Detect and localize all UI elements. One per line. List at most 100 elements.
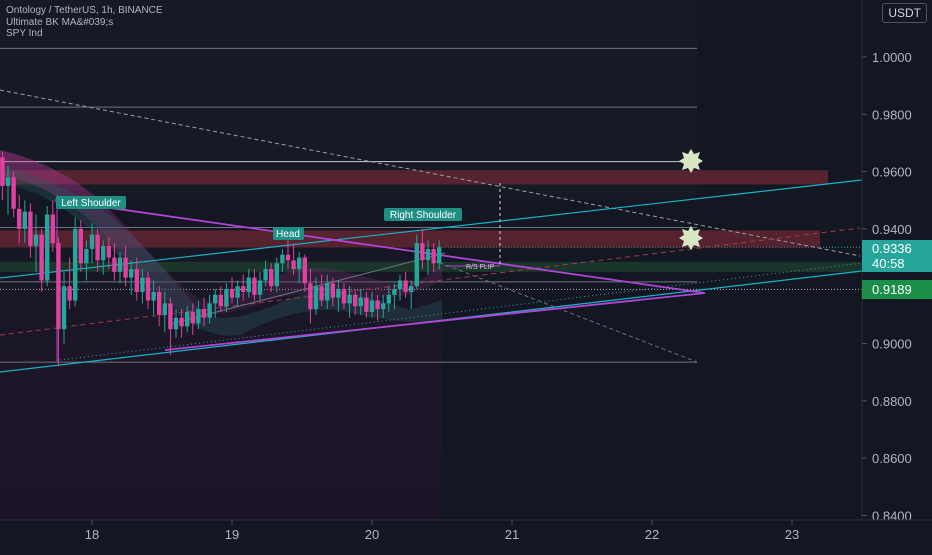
left-shoulder-label: Left Shoulder [56, 196, 126, 209]
candle-body[interactable] [134, 269, 139, 292]
candle-body[interactable] [78, 228, 83, 264]
candle-body[interactable] [101, 246, 106, 261]
candle-body[interactable] [140, 277, 145, 292]
candle-body[interactable] [252, 277, 257, 295]
candle-body[interactable] [397, 280, 403, 290]
time-axis-ticks: 18 19 20 21 22 23 [85, 520, 799, 542]
candle-body[interactable] [45, 214, 50, 281]
candle-body[interactable] [341, 289, 347, 304]
candle-body[interactable] [89, 234, 95, 249]
candle-body[interactable] [392, 289, 397, 295]
candle-body[interactable] [185, 311, 190, 327]
candle-body[interactable] [353, 294, 358, 307]
candle-body[interactable] [325, 283, 330, 301]
candle-body[interactable] [123, 257, 128, 278]
candle-body[interactable] [297, 257, 302, 270]
candle-body[interactable] [218, 294, 223, 307]
candle-body[interactable] [285, 254, 291, 261]
candle-body[interactable] [403, 280, 408, 292]
candle-body[interactable] [179, 317, 184, 327]
candle-body[interactable] [369, 300, 375, 312]
candle-body[interactable] [241, 286, 246, 292]
candle-body[interactable] [308, 283, 313, 310]
candle-body[interactable] [162, 303, 167, 315]
candle-body[interactable] [84, 248, 89, 264]
candles[interactable] [0, 91, 442, 367]
candle-body[interactable] [39, 234, 44, 281]
candle-body[interactable] [50, 214, 55, 244]
candle-body[interactable] [431, 248, 436, 264]
candle-body[interactable] [347, 294, 352, 304]
bar-countdown: 40:58 [872, 256, 905, 271]
candle-body[interactable] [11, 177, 16, 209]
burst-marker-lower [679, 226, 703, 250]
price-tick-label: 0.9600 [872, 165, 912, 180]
candle-body[interactable] [151, 291, 156, 301]
candle-body[interactable] [425, 248, 431, 261]
level-price-value: 0.9189 [872, 282, 912, 297]
candle-body[interactable] [313, 286, 319, 310]
last-price-value: 0.9336 [872, 241, 912, 256]
candle-body[interactable] [17, 208, 22, 229]
symbol-title[interactable]: Ontology / TetherUS, 1h, BINANCE [6, 5, 163, 16]
candle-body[interactable] [95, 234, 100, 261]
candle-body[interactable] [213, 294, 218, 304]
candle-body[interactable] [330, 283, 335, 298]
session-shade [0, 200, 442, 520]
candle-body[interactable] [61, 286, 67, 330]
ma-ribbon-pink [0, 150, 442, 315]
candle-body[interactable] [263, 269, 268, 281]
price-tick-label: 0.9800 [872, 107, 912, 122]
candle-body[interactable] [319, 286, 324, 301]
candle-body[interactable] [302, 257, 307, 284]
candle-body[interactable] [257, 280, 263, 295]
candle-body[interactable] [5, 177, 11, 186]
candle-body[interactable] [364, 297, 369, 312]
candle-body[interactable] [33, 234, 39, 247]
indicator-spy-ind[interactable]: SPY Ind [6, 28, 43, 39]
rs-flip-label: R/S FLIP [466, 264, 495, 271]
candle-body[interactable] [196, 309, 201, 324]
candle-body[interactable] [386, 294, 391, 304]
candle-body[interactable] [235, 286, 240, 298]
candle-body[interactable] [0, 157, 5, 186]
candle-body[interactable] [336, 289, 341, 298]
candle-body[interactable] [112, 257, 117, 272]
candle-body[interactable] [168, 303, 173, 330]
candle-body[interactable] [106, 246, 111, 258]
candle-body[interactable] [229, 289, 235, 298]
left-shoulder-text: Left Shoulder [61, 198, 121, 209]
candle-body[interactable] [22, 211, 27, 229]
candle-body[interactable] [274, 263, 279, 287]
candle-body[interactable] [190, 311, 195, 324]
candle-body[interactable] [280, 254, 285, 264]
candle-body[interactable] [358, 297, 363, 307]
candle-body[interactable] [73, 228, 78, 301]
candle-body[interactable] [437, 247, 442, 264]
candle-body[interactable] [56, 243, 61, 330]
candle-body[interactable] [414, 243, 419, 287]
candle-body[interactable] [269, 269, 274, 287]
candle-body[interactable] [224, 289, 229, 307]
candle-body[interactable] [201, 309, 207, 318]
candle-body[interactable] [246, 277, 251, 292]
indicator-ultimate-bk-ma[interactable]: Ultimate BK MA&#039;s [6, 17, 114, 28]
candle-body[interactable] [145, 277, 151, 301]
candle-body[interactable] [117, 257, 123, 272]
candle-body[interactable] [157, 291, 162, 315]
candle-body[interactable] [129, 269, 134, 278]
price-tick-label: 0.9000 [872, 337, 912, 352]
candle-body[interactable] [173, 317, 179, 330]
time-tick-label: 20 [365, 527, 379, 542]
candle-body[interactable] [291, 260, 296, 270]
candle-body[interactable] [420, 243, 425, 261]
currency-button[interactable]: USDT [882, 3, 927, 23]
candle-body[interactable] [28, 211, 33, 247]
candle-body[interactable] [409, 286, 414, 292]
candle-body[interactable] [67, 286, 72, 301]
candle-body[interactable] [381, 303, 386, 310]
candle-body[interactable] [207, 303, 212, 318]
candle-body[interactable] [375, 300, 380, 310]
